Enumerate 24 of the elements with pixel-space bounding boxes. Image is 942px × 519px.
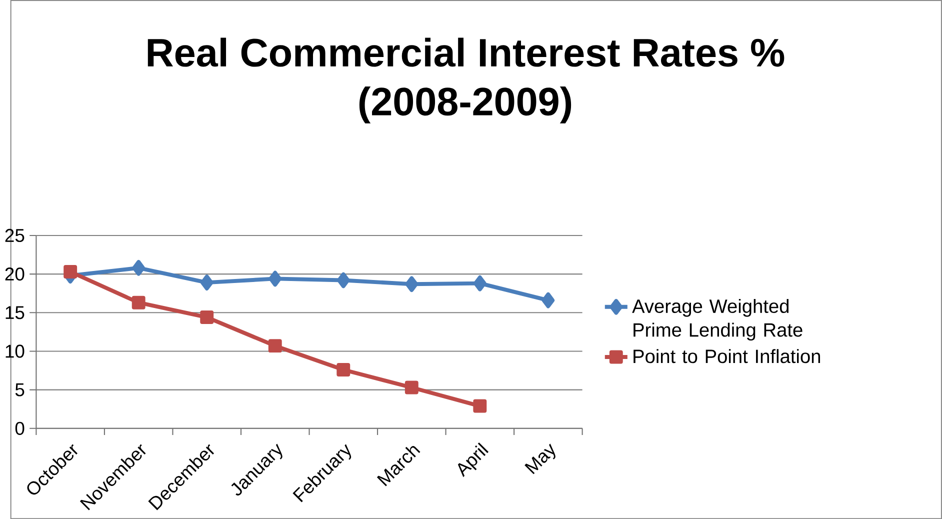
point xyxy=(132,296,146,310)
point xyxy=(336,272,350,288)
point xyxy=(405,276,418,292)
point xyxy=(268,270,282,287)
x-tick-label: May xyxy=(524,444,556,474)
y-tick-label: 0 xyxy=(15,422,24,435)
point xyxy=(542,292,555,308)
y-tick-label: 10 xyxy=(6,344,24,358)
y-tick-label: 15 xyxy=(6,306,24,320)
legend-label: Average Weighted Prime Lending Rate xyxy=(632,298,802,340)
y-tick-label: 20 xyxy=(5,267,24,281)
y-tick-label: 5 xyxy=(15,383,24,396)
point xyxy=(200,310,214,324)
point xyxy=(200,274,214,290)
point xyxy=(268,339,282,352)
chart-title: Real Commercial Interest Rates % (2008-2009) xyxy=(148,38,784,124)
point xyxy=(64,264,78,278)
point xyxy=(404,380,418,394)
y-tick-label: 25 xyxy=(5,228,24,242)
point xyxy=(473,399,487,413)
point xyxy=(473,275,486,292)
point xyxy=(336,362,350,376)
legend-label: Point to Point Inflation xyxy=(634,349,820,364)
point xyxy=(132,260,146,276)
